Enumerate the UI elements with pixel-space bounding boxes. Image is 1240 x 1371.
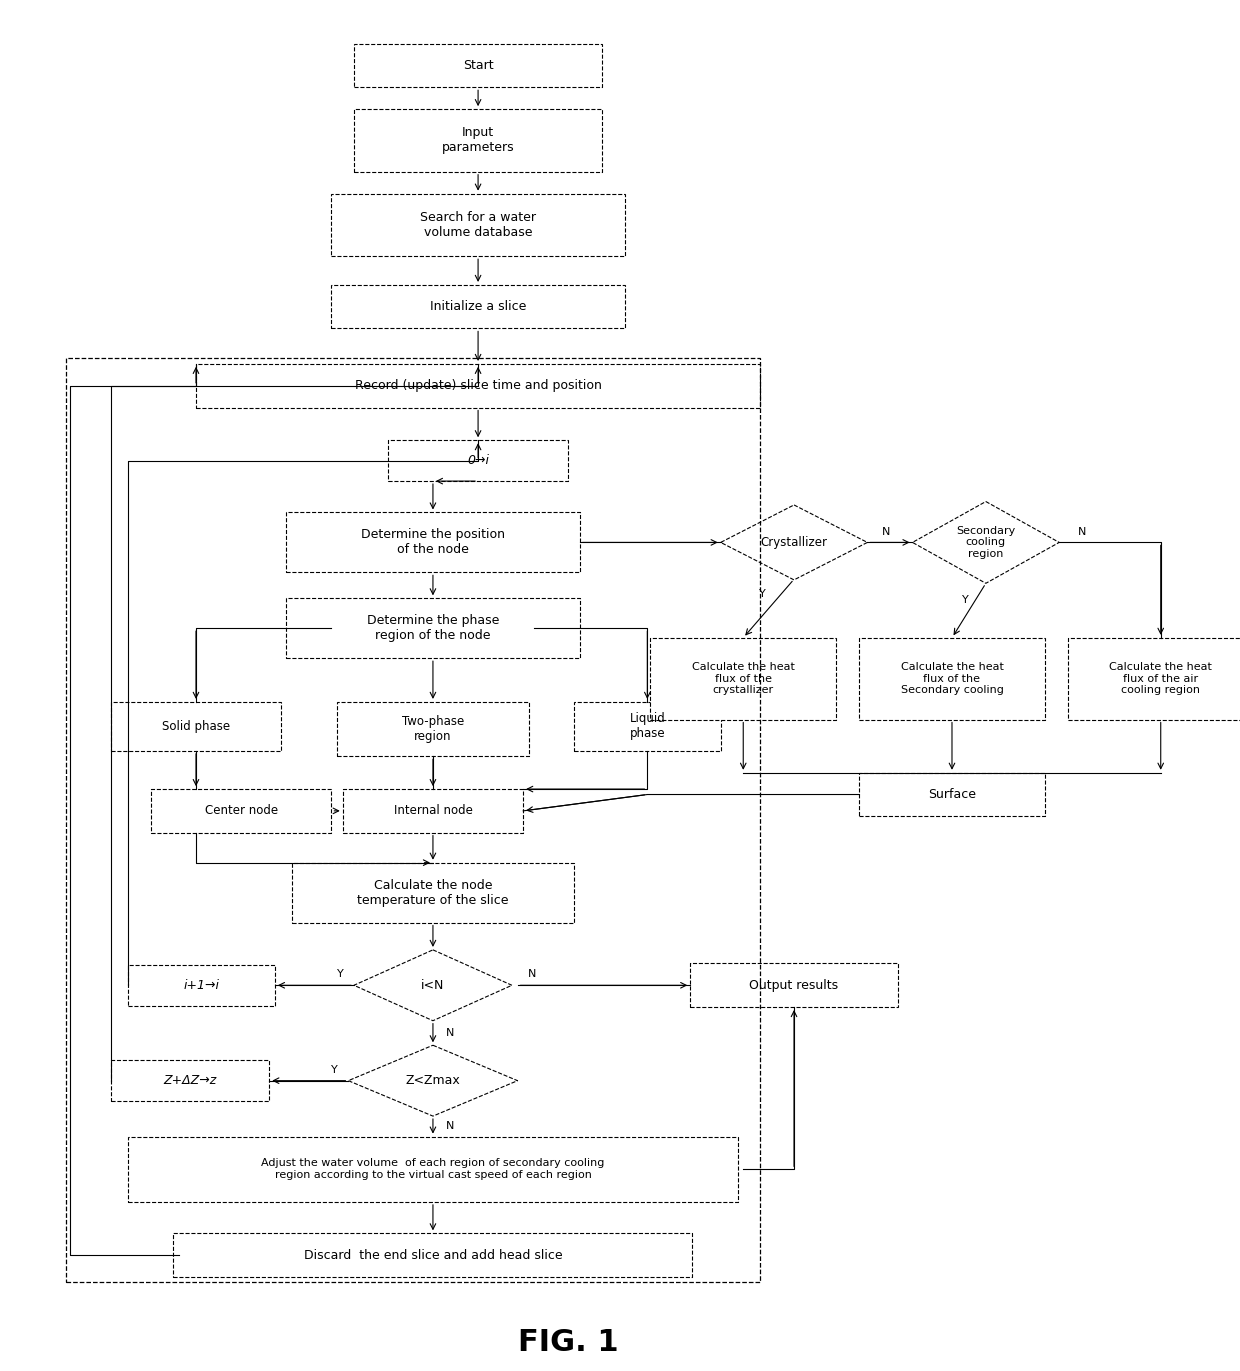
Text: Y: Y (337, 969, 343, 979)
Text: Surface: Surface (928, 788, 976, 801)
FancyBboxPatch shape (286, 598, 579, 658)
Text: Record (update) slice time and position: Record (update) slice time and position (355, 380, 601, 392)
Text: Z+ΔZ→z: Z+ΔZ→z (164, 1073, 217, 1087)
Text: Secondary
cooling
region: Secondary cooling region (956, 526, 1016, 559)
Text: Input
parameters: Input parameters (441, 126, 515, 155)
Text: Initialize a slice: Initialize a slice (430, 300, 526, 313)
FancyBboxPatch shape (650, 638, 836, 720)
FancyBboxPatch shape (859, 773, 1045, 816)
Text: Output results: Output results (749, 979, 838, 991)
Text: Two-phase
region: Two-phase region (402, 716, 464, 743)
FancyBboxPatch shape (353, 110, 603, 171)
Text: Solid phase: Solid phase (162, 720, 231, 733)
FancyBboxPatch shape (291, 862, 574, 923)
Text: Search for a water
volume database: Search for a water volume database (420, 211, 536, 239)
Text: i<N: i<N (422, 979, 445, 991)
FancyBboxPatch shape (331, 285, 625, 329)
Text: Liquid
phase: Liquid phase (630, 713, 665, 740)
Text: Y: Y (331, 1065, 339, 1075)
FancyBboxPatch shape (151, 790, 331, 832)
Text: Determine the position
of the node: Determine the position of the node (361, 528, 505, 557)
FancyBboxPatch shape (112, 702, 280, 751)
Text: N: N (445, 1120, 454, 1131)
FancyBboxPatch shape (859, 638, 1045, 720)
Text: Adjust the water volume  of each region of secondary cooling
region according to: Adjust the water volume of each region o… (262, 1158, 605, 1180)
FancyBboxPatch shape (337, 702, 528, 757)
Text: Center node: Center node (205, 805, 278, 817)
Text: N: N (883, 526, 890, 536)
Text: Z<Zmax: Z<Zmax (405, 1073, 460, 1087)
Text: Y: Y (962, 595, 968, 605)
FancyBboxPatch shape (331, 193, 625, 256)
Text: Crystallizer: Crystallizer (760, 536, 827, 548)
FancyBboxPatch shape (689, 964, 899, 1008)
Text: N: N (528, 969, 537, 979)
Text: Y: Y (759, 590, 766, 599)
FancyBboxPatch shape (128, 965, 275, 1006)
FancyBboxPatch shape (112, 1060, 269, 1101)
Text: Determine the phase
region of the node: Determine the phase region of the node (367, 614, 500, 642)
FancyBboxPatch shape (342, 790, 523, 832)
FancyBboxPatch shape (388, 440, 568, 481)
Text: FIG. 1: FIG. 1 (518, 1327, 619, 1357)
FancyBboxPatch shape (128, 1137, 738, 1202)
Text: Calculate the node
temperature of the slice: Calculate the node temperature of the sl… (357, 879, 508, 906)
FancyBboxPatch shape (353, 44, 603, 88)
Text: Calculate the heat
flux of the air
cooling region: Calculate the heat flux of the air cooli… (1110, 662, 1213, 695)
FancyBboxPatch shape (174, 1234, 692, 1276)
Text: Calculate the heat
flux of the
Secondary cooling: Calculate the heat flux of the Secondary… (900, 662, 1003, 695)
Text: N: N (445, 1028, 454, 1038)
Text: Start: Start (463, 59, 494, 73)
FancyBboxPatch shape (574, 702, 720, 751)
Text: 0→i: 0→i (467, 454, 489, 468)
FancyBboxPatch shape (196, 363, 760, 407)
Text: Internal node: Internal node (393, 805, 472, 817)
Text: Discard  the end slice and add head slice: Discard the end slice and add head slice (304, 1249, 562, 1261)
FancyBboxPatch shape (286, 513, 579, 573)
Text: N: N (1078, 526, 1086, 536)
FancyBboxPatch shape (1068, 638, 1240, 720)
Text: Calculate the heat
flux of the
crystallizer: Calculate the heat flux of the crystalli… (692, 662, 795, 695)
Text: i+1→i: i+1→i (184, 979, 219, 991)
